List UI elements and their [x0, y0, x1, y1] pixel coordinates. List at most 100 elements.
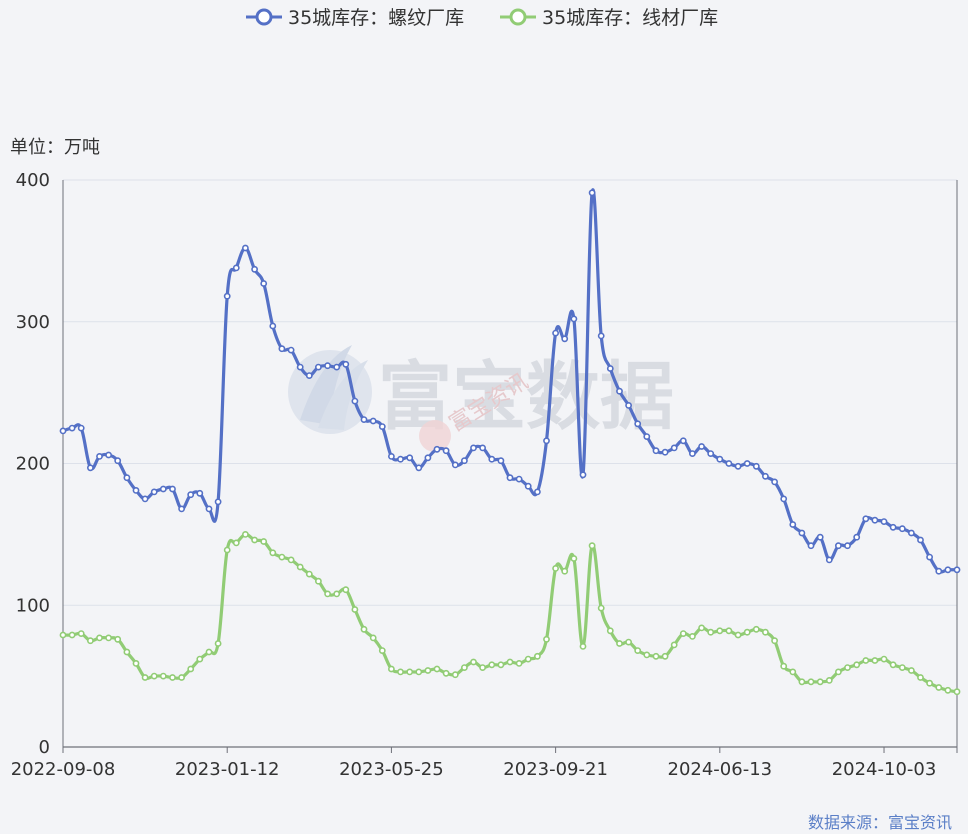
data-point[interactable] [96, 452, 103, 460]
data-point[interactable] [771, 637, 778, 645]
data-point[interactable] [287, 556, 295, 564]
data-point[interactable] [132, 660, 140, 667]
data-point[interactable] [515, 475, 523, 483]
data-point[interactable] [77, 630, 85, 637]
data-point[interactable] [889, 523, 897, 531]
data-point[interactable] [506, 658, 514, 666]
data-point[interactable] [597, 604, 605, 612]
data-point[interactable] [314, 363, 322, 371]
data-point[interactable] [944, 566, 952, 574]
data-point[interactable] [880, 518, 888, 525]
data-point[interactable] [771, 478, 778, 486]
data-point[interactable] [360, 625, 368, 633]
data-point[interactable] [196, 489, 204, 497]
data-point[interactable] [579, 471, 587, 479]
data-point[interactable] [825, 677, 833, 684]
data-point[interactable] [223, 546, 231, 554]
data-point[interactable] [59, 631, 67, 639]
data-point[interactable] [141, 495, 149, 503]
data-point[interactable] [953, 688, 961, 696]
data-point[interactable] [716, 455, 724, 463]
data-point[interactable] [561, 567, 569, 575]
data-point[interactable] [132, 486, 140, 494]
data-point[interactable] [734, 631, 742, 639]
data-point[interactable] [169, 485, 176, 493]
data-point[interactable] [762, 628, 769, 636]
data-point[interactable] [433, 665, 441, 673]
data-point[interactable] [871, 657, 879, 664]
data-point[interactable] [634, 420, 642, 428]
data-point[interactable] [351, 606, 359, 613]
data-point[interactable] [442, 447, 450, 455]
data-point[interactable] [424, 454, 432, 462]
data-point[interactable] [178, 505, 185, 513]
data-point[interactable] [87, 637, 94, 645]
data-point[interactable] [698, 443, 705, 450]
data-point[interactable] [324, 362, 331, 370]
data-point[interactable] [898, 525, 906, 533]
data-point[interactable] [880, 655, 888, 663]
data-point[interactable] [223, 292, 231, 300]
data-point[interactable] [232, 264, 240, 272]
data-point[interactable] [460, 457, 468, 465]
data-point[interactable] [479, 664, 486, 671]
data-point[interactable] [679, 437, 687, 445]
data-point[interactable] [460, 664, 468, 671]
data-point[interactable] [260, 538, 268, 545]
data-point[interactable] [251, 265, 258, 273]
data-point[interactable] [479, 444, 486, 452]
data-point[interactable] [68, 424, 76, 432]
data-point[interactable] [387, 452, 395, 460]
legend-item-1[interactable]: 35城库存：螺纹厂库 [246, 7, 464, 29]
data-point[interactable] [214, 498, 222, 506]
data-point[interactable] [369, 634, 377, 642]
data-point[interactable] [251, 536, 258, 544]
data-point[interactable] [141, 674, 149, 681]
data-point[interactable] [159, 485, 167, 493]
data-point[interactable] [597, 332, 605, 340]
data-point[interactable] [561, 335, 569, 343]
data-point[interactable] [616, 387, 623, 395]
data-point[interactable] [844, 542, 851, 550]
data-point[interactable] [506, 474, 514, 482]
data-point[interactable] [378, 423, 386, 430]
data-point[interactable] [241, 244, 249, 252]
data-point[interactable] [397, 455, 404, 463]
data-point[interactable] [524, 482, 532, 490]
data-point[interactable] [488, 661, 496, 669]
data-point[interactable] [187, 491, 195, 499]
data-point[interactable] [552, 565, 559, 572]
data-point[interactable] [661, 448, 669, 456]
legend[interactable]: 35城库存：螺纹厂库 35城库存：线材厂库 [246, 7, 718, 29]
data-point[interactable] [415, 464, 423, 472]
data-point[interactable] [835, 542, 842, 550]
data-point[interactable] [68, 631, 76, 639]
data-point[interactable] [579, 643, 587, 650]
data-point[interactable] [798, 529, 806, 537]
data-point[interactable] [835, 668, 842, 676]
data-point[interactable] [634, 647, 642, 654]
data-point[interactable] [205, 648, 213, 656]
data-point[interactable] [807, 542, 815, 550]
data-point[interactable] [387, 665, 395, 673]
data-point[interactable] [780, 662, 788, 670]
data-point[interactable] [953, 566, 961, 574]
data-point[interactable] [716, 627, 724, 635]
data-point[interactable] [625, 401, 632, 409]
data-point[interactable] [825, 556, 833, 564]
data-point[interactable] [789, 668, 797, 676]
data-point[interactable] [816, 533, 824, 541]
data-point[interactable] [296, 363, 304, 371]
data-point[interactable] [406, 454, 414, 462]
data-point[interactable] [534, 652, 541, 660]
data-point[interactable] [606, 627, 614, 635]
data-point[interactable] [926, 679, 933, 687]
data-point[interactable] [543, 635, 550, 643]
data-point[interactable] [935, 684, 943, 691]
data-point[interactable] [169, 674, 176, 681]
data-point[interactable] [150, 672, 158, 680]
data-point[interactable] [260, 280, 268, 287]
data-point[interactable] [470, 658, 477, 666]
data-point[interactable] [853, 661, 861, 669]
data-point[interactable] [187, 665, 195, 673]
